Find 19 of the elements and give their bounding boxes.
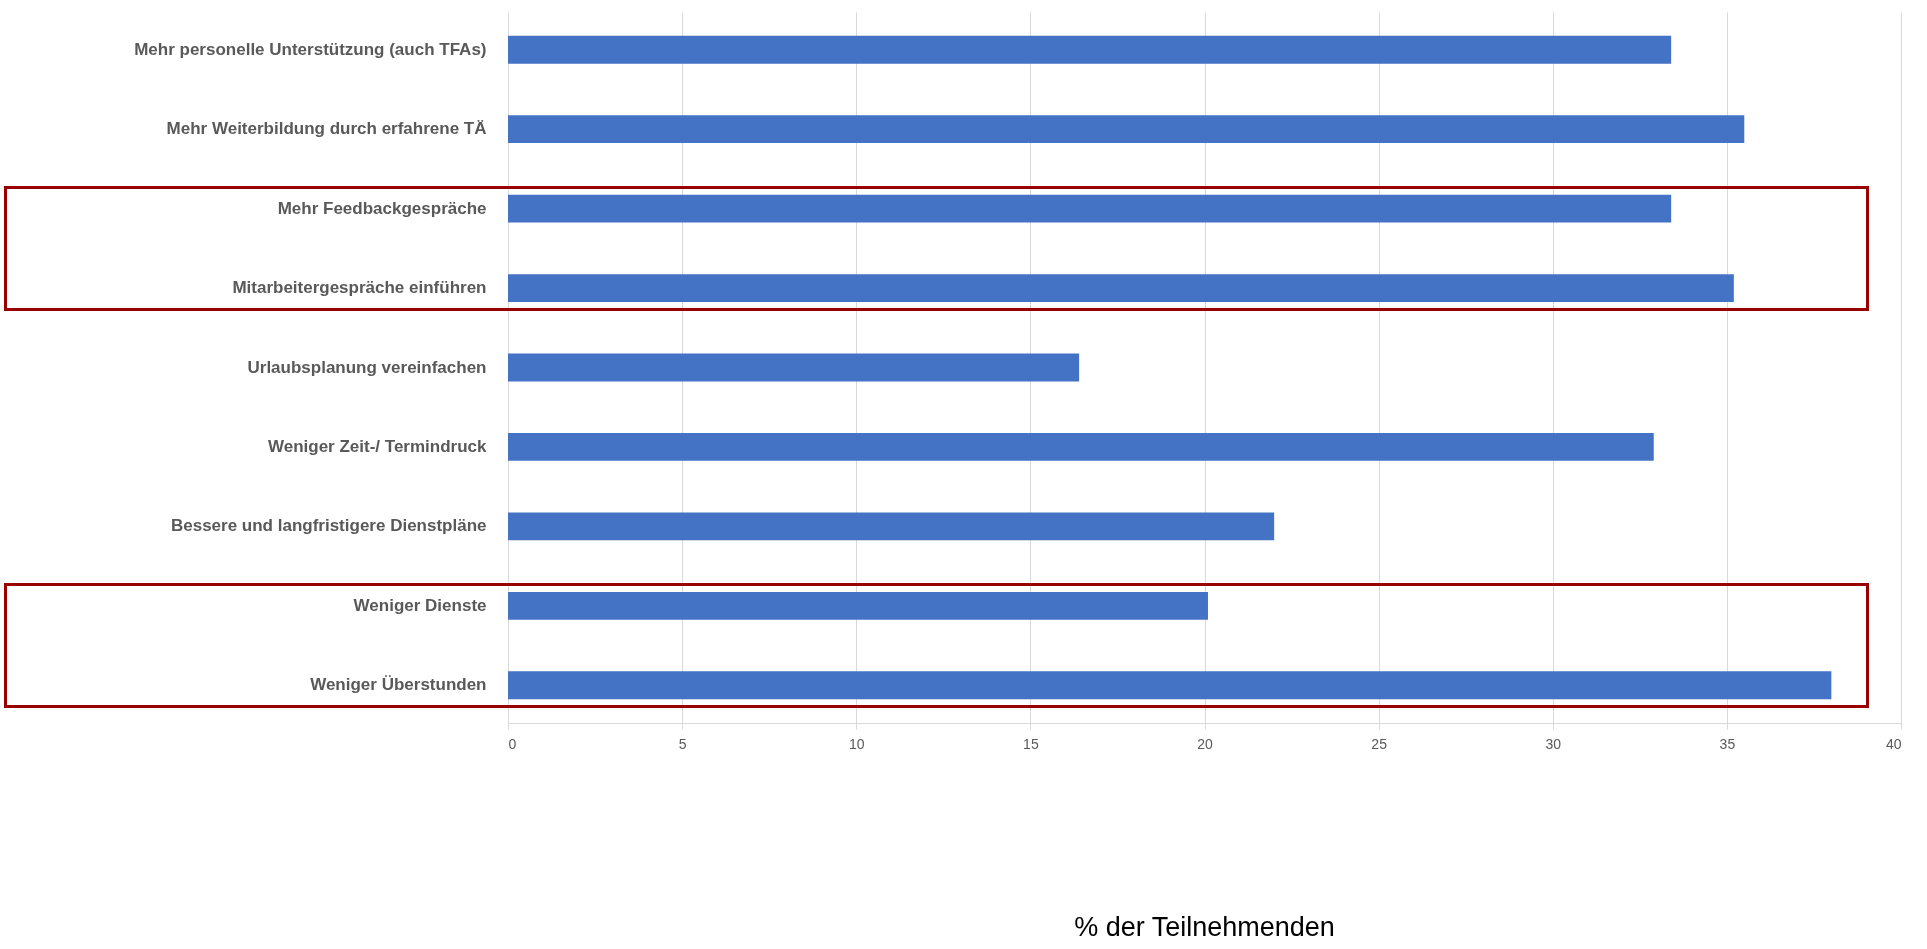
y-tick-label: Weniger Überstunden (310, 675, 487, 695)
x-tick-label: 35 (1719, 735, 1736, 752)
y-tick-label: Weniger Dienste (353, 595, 487, 615)
x-tick-label: 25 (1371, 735, 1388, 752)
y-tick-label: Urlaubsplanung vereinfachen (247, 357, 487, 377)
x-tick-label: 30 (1545, 735, 1562, 752)
y-tick-label: Mitarbeitergespräche einführen (232, 278, 487, 298)
text: % der Teilnehmenden (1073, 912, 1336, 943)
x-tick-label: 40 (1885, 735, 1902, 752)
x-tick-label: 5 (678, 735, 687, 752)
y-tick-label: Mehr Weiterbildung durch erfahrene TÄ (166, 119, 487, 139)
x-tick-label: 20 (1197, 735, 1213, 752)
y-tick-label: Weniger Zeit-/ Termindruck (267, 436, 488, 456)
y-tick-label: Mehr Feedbackgespräche (277, 198, 487, 218)
y-tick-label: Bessere und langfristigere Dienstpläne (170, 516, 487, 536)
x-tick-label: 0 (508, 735, 517, 752)
x-tick-label: 10 (848, 735, 865, 752)
x-tick-label: 15 (1023, 735, 1039, 752)
y-tick-label: Mehr personelle Unterstützung (auch TFAs) (134, 39, 487, 59)
